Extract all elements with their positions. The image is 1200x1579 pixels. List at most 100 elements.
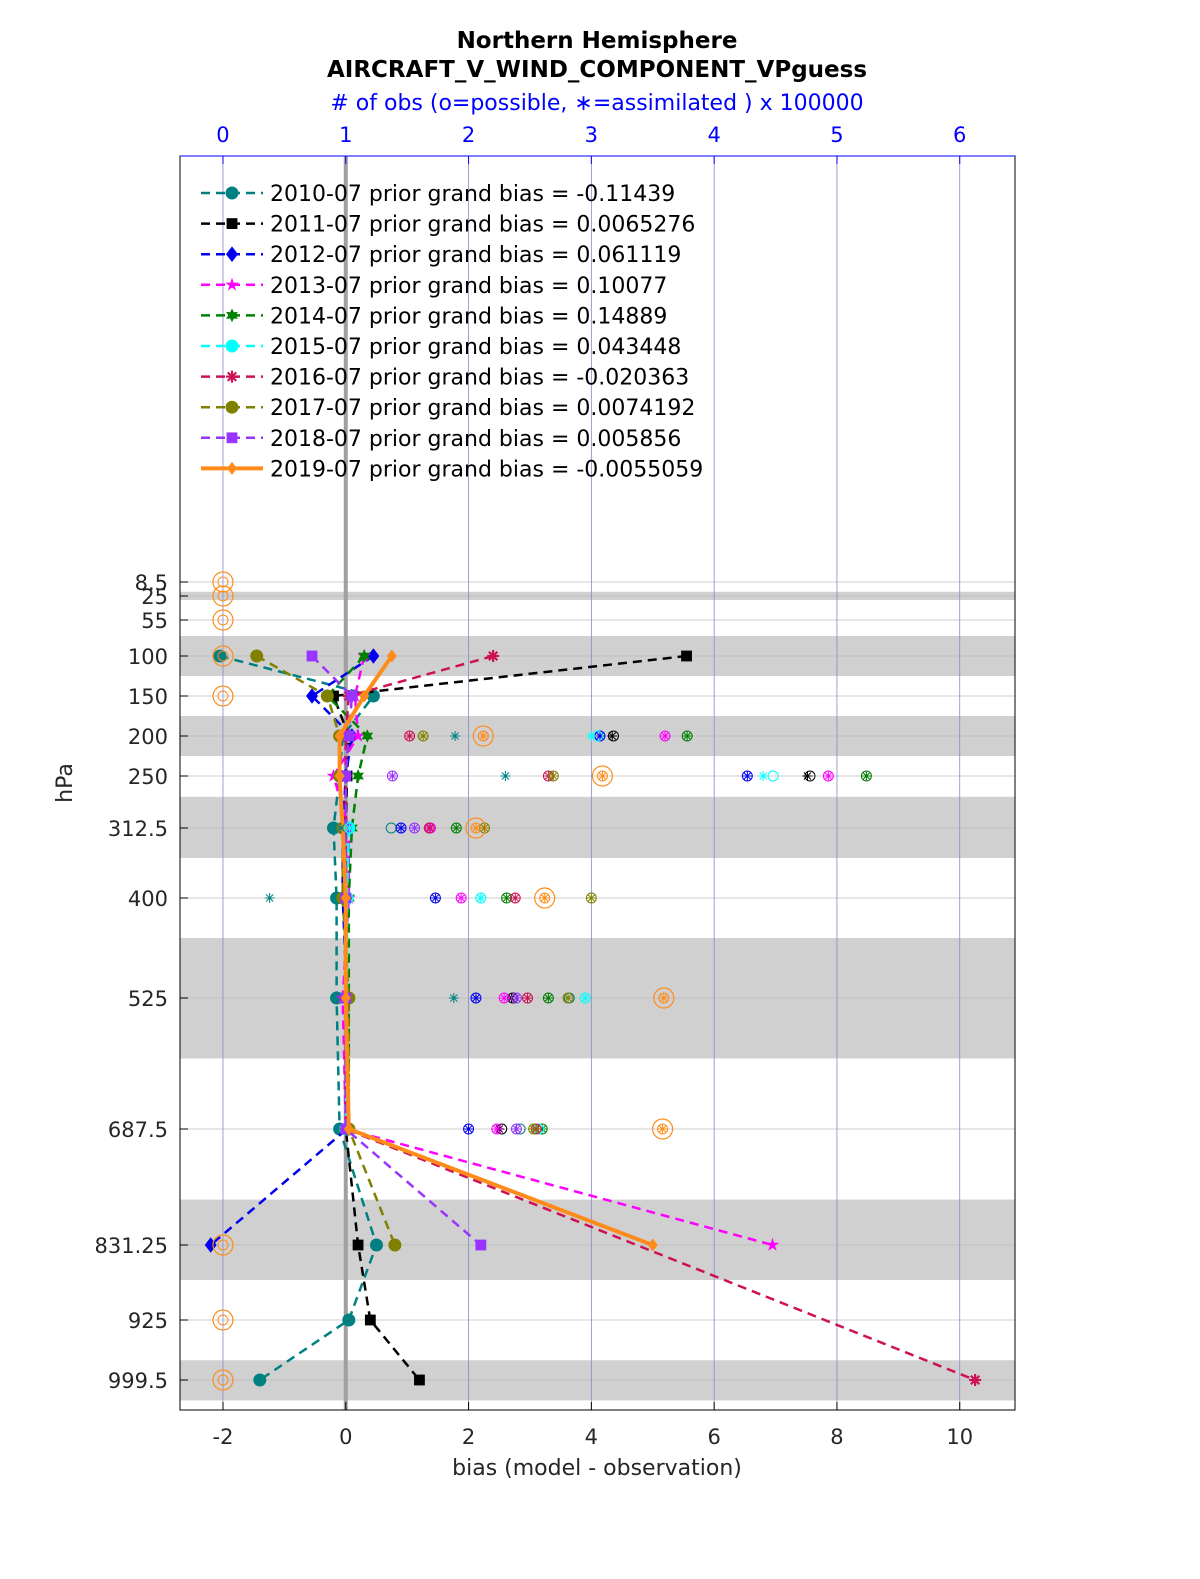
marker-diamond — [340, 991, 351, 1005]
asterisk-stroke — [492, 1125, 501, 1133]
asterisk-stroke — [587, 894, 596, 902]
bias-marker — [225, 339, 239, 353]
asterisk-stroke — [587, 732, 596, 740]
assimilated-count-marker — [597, 771, 608, 781]
possible-count-marker — [217, 576, 229, 588]
asterisk-stroke — [345, 824, 354, 832]
marker-hexagram — [226, 308, 238, 323]
possible-count-marker — [217, 614, 229, 626]
bias-marker — [352, 1239, 364, 1251]
marker-star — [351, 728, 365, 742]
assimilated-count-marker — [424, 823, 435, 833]
bias-marker — [647, 1238, 658, 1252]
y-tick-label: 55 — [141, 609, 168, 633]
marker-square — [414, 1374, 425, 1386]
assimilated-count-marker — [418, 731, 429, 741]
marker-square — [475, 1239, 487, 1251]
bias-marker — [969, 1374, 982, 1386]
y-tick-label: 25 — [141, 585, 168, 609]
possible-count-marker — [212, 1309, 234, 1331]
bias-marker — [386, 649, 397, 663]
possible-count-marker — [217, 690, 229, 702]
bias-marker — [359, 689, 370, 703]
assimilated-count-marker — [409, 823, 420, 833]
possible-count-marker — [217, 590, 229, 602]
assimilated-count-marker — [510, 893, 521, 903]
assimilated-count-marker — [563, 993, 574, 1003]
asterisk-stroke — [824, 772, 833, 780]
legend-entry: 2016-07 prior grand bias = -0.020363 — [201, 366, 689, 391]
marker-diamond — [386, 649, 397, 663]
y-tick-label: 250 — [128, 765, 168, 789]
asterisk-stroke — [472, 994, 480, 1002]
asterisk-stroke — [529, 1125, 538, 1133]
marker-star — [225, 277, 239, 291]
top-tick-label: 6 — [953, 123, 966, 147]
bias-marker — [225, 186, 239, 200]
marker-diamond — [226, 246, 238, 262]
possible-count-marker — [212, 609, 234, 631]
marker-diamond — [343, 1122, 354, 1136]
bias-marker — [351, 728, 365, 742]
x-tick-label: 2 — [462, 1425, 475, 1449]
series-line — [219, 654, 378, 1382]
assimilated-count-marker — [823, 771, 834, 781]
top-tick-label: 4 — [707, 123, 720, 147]
marker-diamond — [647, 1238, 658, 1252]
x-tick-label: -2 — [213, 1425, 234, 1449]
asterisk-stroke — [661, 732, 669, 740]
marker-circle — [388, 1238, 402, 1252]
assimilated-count-marker — [586, 731, 597, 741]
asterisk-stroke — [345, 732, 354, 740]
assimilated-count-marker — [607, 731, 618, 741]
legend-label: 2016-07 prior grand bias = -0.020363 — [270, 366, 689, 391]
x-axis-ticks: -2 0 2 4 6 8 10 — [213, 1402, 973, 1449]
top-tick-label: 2 — [462, 123, 475, 147]
assimilated-count-marker — [430, 893, 441, 903]
bias-marker — [334, 769, 345, 783]
marker-square — [340, 770, 352, 782]
marker-diamond — [359, 689, 370, 703]
legend-label: 2012-07 prior grand bias = 0.061119 — [270, 243, 681, 268]
x-axis-label: bias (model - observation) — [452, 1456, 742, 1481]
possible-count-marker — [591, 765, 614, 787]
chart-subtitle: AIRCRAFT_V_WIND_COMPONENT_VPguess — [327, 57, 867, 83]
legend-entry: 2017-07 prior grand bias = 0.0074192 — [201, 396, 695, 421]
assimilated-count-marker — [335, 823, 346, 833]
assimilated-count-marker — [344, 823, 355, 833]
possible-count-marker — [217, 1239, 229, 1251]
marker-diamond — [340, 891, 351, 905]
grid-lines — [180, 156, 1015, 1410]
y-tick-label: 525 — [128, 987, 168, 1011]
shaded-band — [180, 1199, 1015, 1280]
asterisk-stroke — [598, 772, 607, 780]
asterisk-stroke — [540, 894, 549, 902]
possible-count-marker — [217, 1374, 229, 1386]
marker-circle — [342, 1313, 356, 1327]
possible-count-marker — [212, 585, 234, 607]
asterisk-stroke — [388, 772, 397, 780]
legend-entry: 2018-07 prior grand bias = 0.005856 — [201, 427, 681, 452]
bias-marker — [226, 308, 238, 323]
assimilated-count-marker — [470, 993, 481, 1003]
bias-marker — [225, 277, 239, 291]
top-axis-label: # of obs (o=possible, ∗=assimilated ) x … — [330, 91, 863, 116]
top-axis-ticks: 0 1 2 3 4 5 6 — [216, 123, 966, 164]
marker-square — [226, 432, 238, 444]
possible-count-marker — [217, 1314, 229, 1326]
marker-circle — [213, 649, 227, 663]
bias-marker — [361, 729, 374, 743]
assimilated-count-marker — [479, 823, 490, 833]
asterisk-stroke — [425, 824, 434, 832]
marker-star — [765, 1237, 780, 1251]
marker-diamond — [227, 461, 237, 475]
bias-marker — [340, 891, 351, 905]
asterisk-stroke — [862, 772, 871, 780]
bias-marker — [367, 648, 380, 664]
assimilated-count-marker — [658, 993, 669, 1003]
possible-count-marker — [212, 645, 234, 667]
assimilated-count-marker — [470, 823, 481, 833]
assimilated-count-marker — [264, 893, 275, 903]
bias-marker — [226, 246, 238, 262]
